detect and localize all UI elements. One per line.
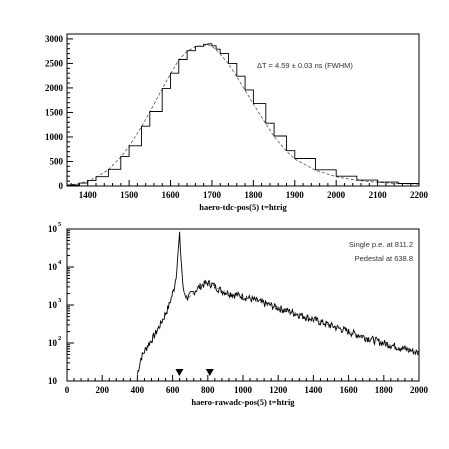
bottom-y-tick-exponent: 3 xyxy=(58,297,62,304)
top-y-tick-label: 3000 xyxy=(45,34,64,44)
bottom-x-tick-label: 0 xyxy=(65,385,70,395)
bottom-x-tick-label: 1000 xyxy=(234,385,253,395)
bottom-marker-pedestal xyxy=(175,369,184,376)
top-x-tick-label: 1500 xyxy=(120,190,139,200)
top-x-tick-label: 2000 xyxy=(327,190,346,200)
bottom-fit-curve xyxy=(182,282,420,354)
bottom-x-tick-label: 1400 xyxy=(304,385,323,395)
bottom-annotation-pedestal: Pedestal at 638.8 xyxy=(355,254,413,263)
top-plot-frame xyxy=(66,33,420,187)
top-y-tick-label: 500 xyxy=(50,156,64,166)
bottom-y-tick-base: 10 xyxy=(48,262,58,272)
top-x-tick-label: 2100 xyxy=(369,190,388,200)
bottom-x-tick-label: 600 xyxy=(166,385,180,395)
top-y-tick-label: 2500 xyxy=(45,58,64,68)
top-y-tick-label: 2000 xyxy=(45,83,64,93)
top-x-tick-label: 1400 xyxy=(79,190,98,200)
bottom-y-tick-exponent: 2 xyxy=(58,335,61,342)
bottom-x-tick-label: 200 xyxy=(95,385,109,395)
bottom-plot-frame xyxy=(66,228,420,382)
bottom-x-ticks: 0 200 400 600 800 1000 1200 1400 1600 1800 2000 xyxy=(65,375,429,395)
top-x-tick-label: 1900 xyxy=(286,190,305,200)
top-x-tick-label: 1800 xyxy=(244,190,263,200)
bottom-x-axis-label: haero-rawadc-pos(5) t=htrig xyxy=(191,397,295,407)
bottom-x-tick-label: 400 xyxy=(131,385,145,395)
bottom-marker-single-pe xyxy=(205,369,214,376)
top-x-axis-label: haero-tdc-pos(5) t=htrig xyxy=(199,202,287,212)
top-y-tick-label: 1000 xyxy=(45,132,64,142)
top-x-tick-label: 1600 xyxy=(162,190,181,200)
top-y-tick-label: 1500 xyxy=(45,107,64,117)
bottom-x-tick-label: 2000 xyxy=(410,385,429,395)
top-y-tick-label: 0 xyxy=(59,181,64,191)
bottom-x-tick-label: 1600 xyxy=(340,385,359,395)
top-annotation: ΔT = 4.59 ± 0.03 ns (FWHM) xyxy=(257,61,353,70)
bottom-y-tick-base: 10 xyxy=(48,338,58,348)
bottom-y-tick-base: 10 xyxy=(48,376,58,386)
bottom-y-tick-exponent: 4 xyxy=(58,259,62,266)
bottom-x-tick-label: 1800 xyxy=(375,385,394,395)
top-y-ticks: 0 500 1000 1500 2000 2500 3000 xyxy=(45,34,73,191)
top-fit-curve xyxy=(66,44,420,186)
bottom-y-tick-base: 10 xyxy=(48,224,58,234)
top-chart: 0 500 1000 1500 2000 2500 3000 1400 1500 1600 170… xyxy=(45,33,429,212)
bottom-y-tick-exponent: 5 xyxy=(58,221,62,228)
top-x-ticks: 1400 1500 1600 1700 1800 1900 2000 2100 2200 xyxy=(70,180,429,200)
bottom-y-tick-base: 10 xyxy=(48,300,58,310)
bottom-annotation-single-pe: Single p.e. at 811.2 xyxy=(349,240,413,249)
bottom-x-tick-label: 1200 xyxy=(269,385,288,395)
bottom-markers xyxy=(175,369,214,376)
top-x-tick-label: 2200 xyxy=(410,190,429,200)
top-x-tick-label: 1700 xyxy=(203,190,222,200)
bottom-x-tick-label: 800 xyxy=(201,385,215,395)
top-histogram xyxy=(67,43,420,186)
